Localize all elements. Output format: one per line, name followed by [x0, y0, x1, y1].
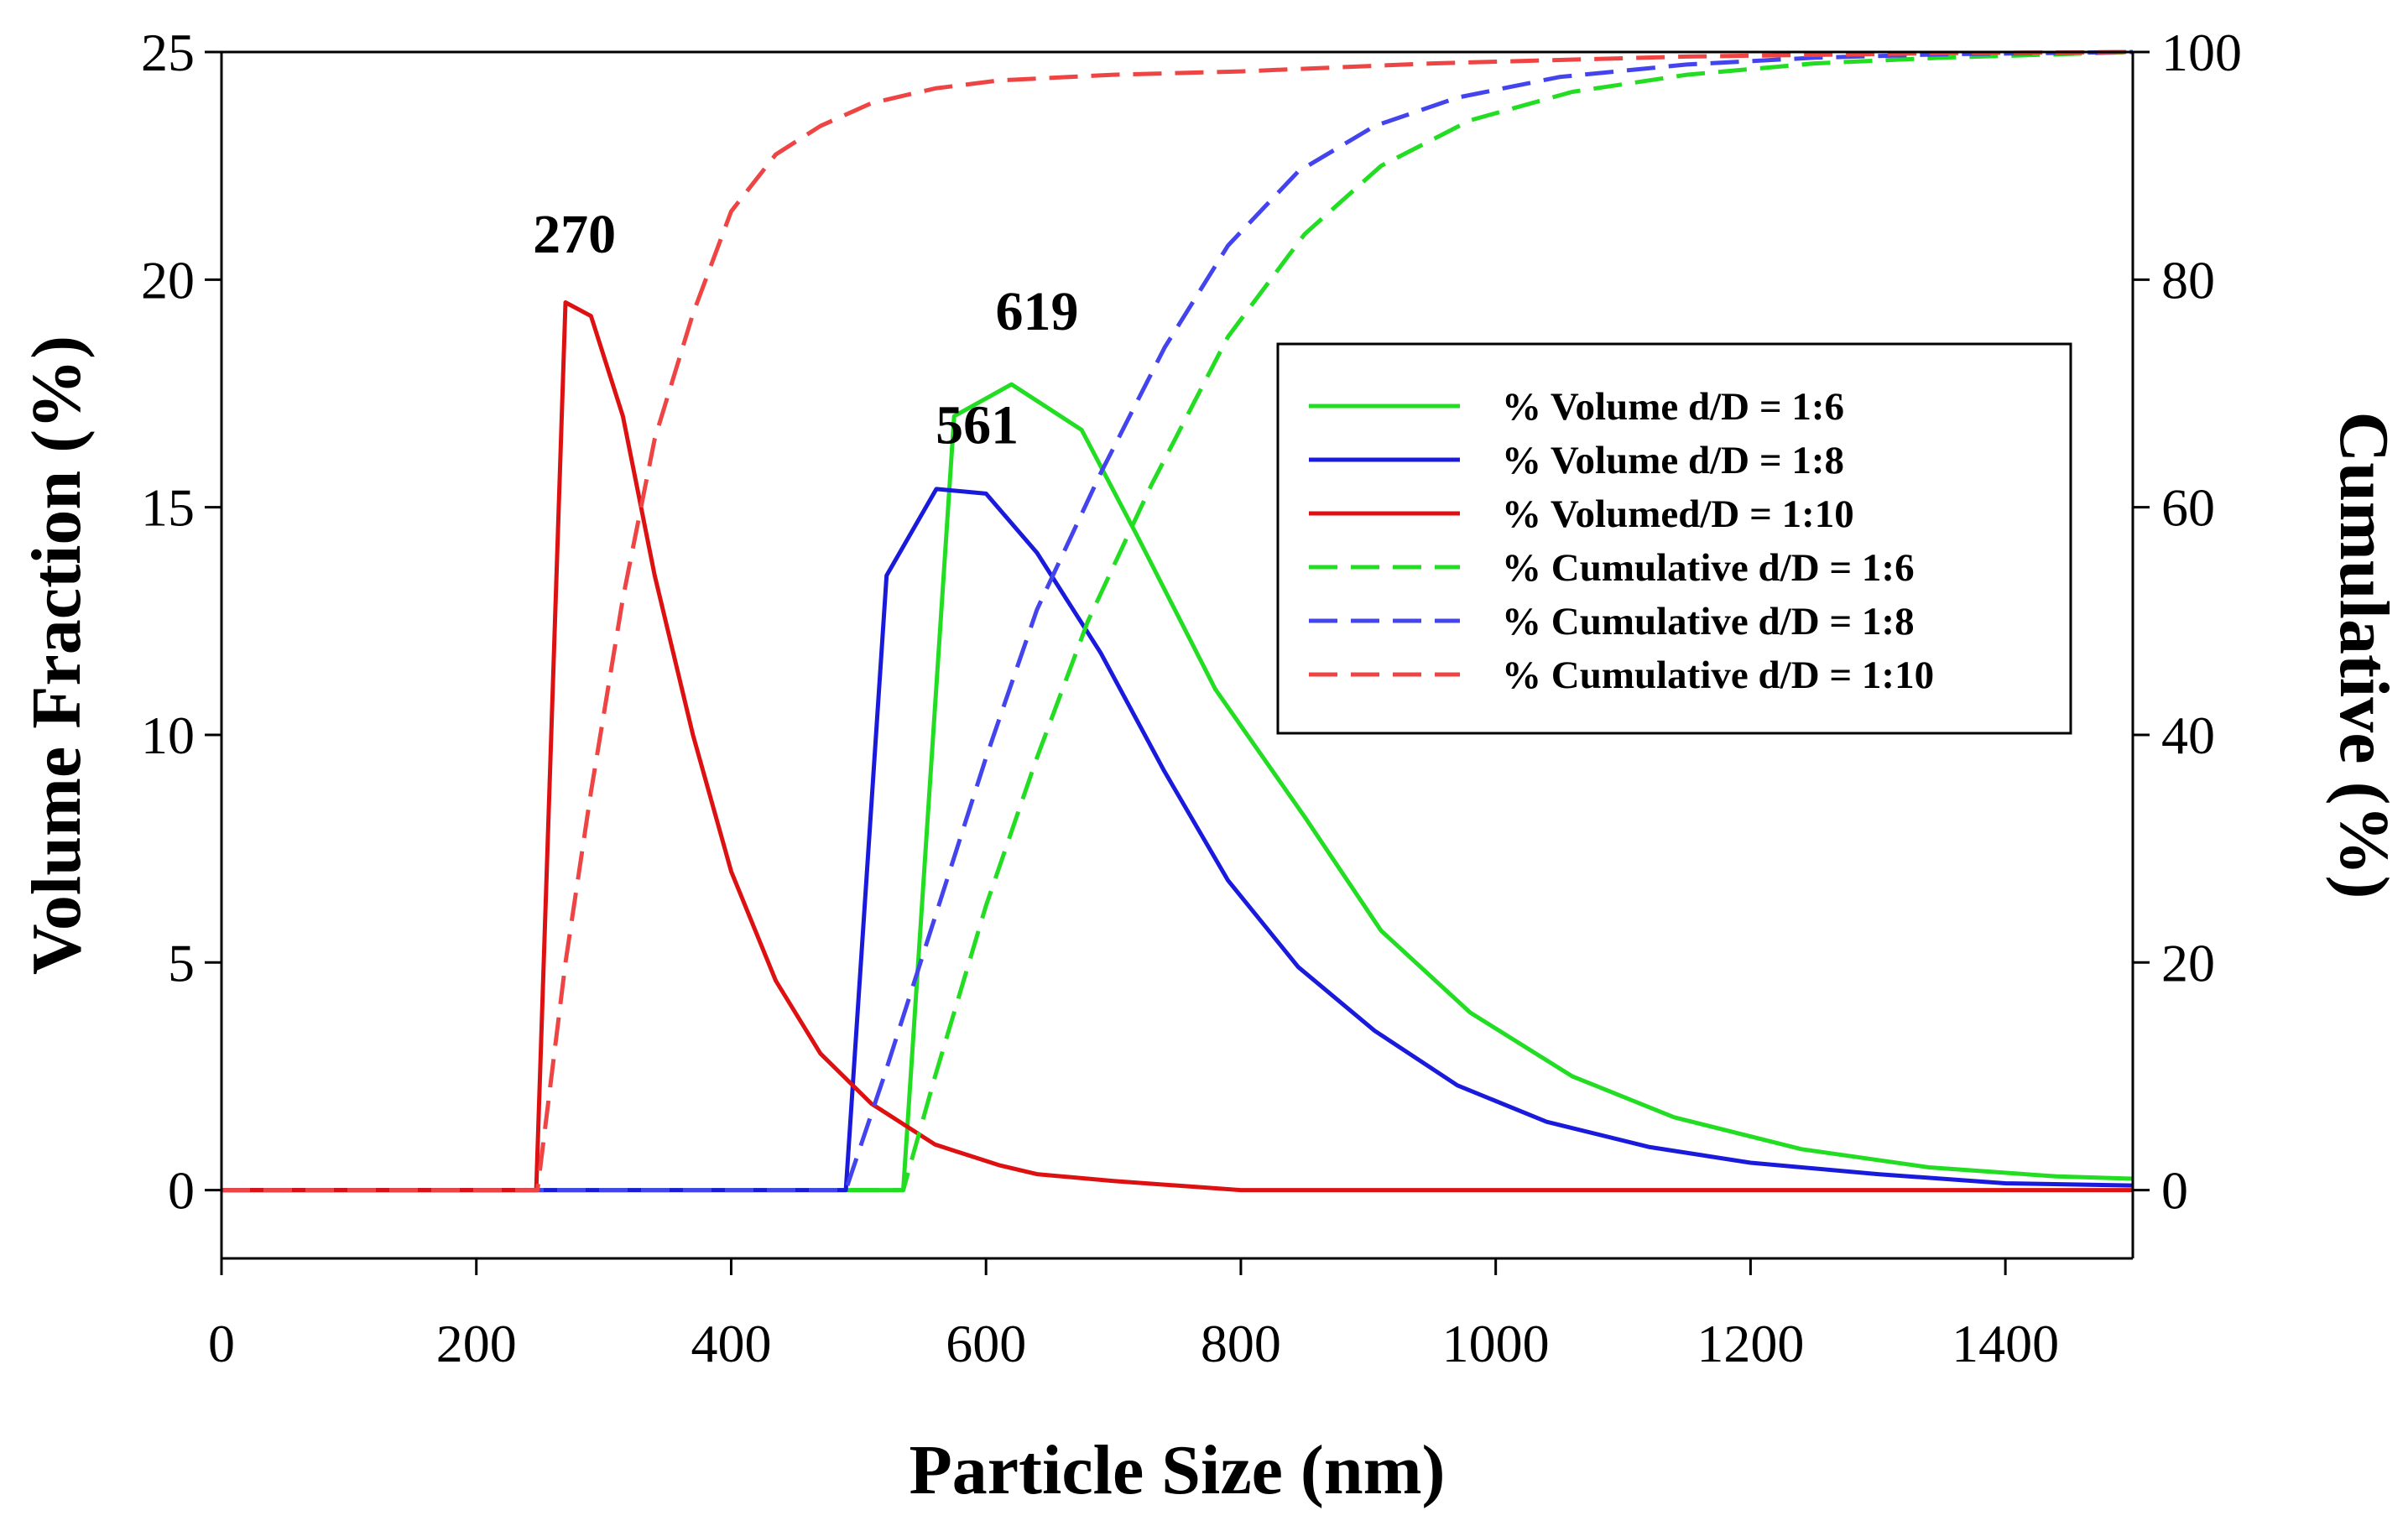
x-tick-label: 1000	[1442, 1314, 1550, 1373]
legend-items: % Volume d/D = 1:6 % Volume d/D = 1:8 % Vo…	[1309, 385, 1934, 697]
y-tick-label: 10	[141, 706, 195, 765]
legend-label-5: % Cumulative d/D = 1:8	[1502, 600, 1915, 643]
peak-label: 270	[533, 204, 616, 265]
peak-label: 561	[936, 395, 1019, 456]
y2-tick-label: 20	[2161, 933, 2215, 992]
x-tick-label: 1400	[1952, 1314, 2059, 1373]
y2-axis-title: Cumulative (%)	[2325, 412, 2403, 899]
x-tick-label: 600	[946, 1314, 1026, 1373]
x-tick-label: 0	[208, 1314, 235, 1373]
y-tick-label: 20	[141, 250, 195, 310]
y2-tick-label: 100	[2161, 23, 2242, 82]
series-line-1	[222, 382, 2134, 1193]
y-tick-label: 0	[168, 1161, 195, 1221]
y2-tick-label: 60	[2161, 478, 2215, 538]
x-axis-title: Particle Size (nm)	[909, 1431, 1445, 1509]
legend-label-4: % Cumulative d/D = 1:6	[1502, 546, 1915, 590]
legend-label-3: % Volumed/D = 1:10	[1502, 492, 1854, 536]
legend: % Volume d/D = 1:6 % Volume d/D = 1:8 % Vo…	[1276, 342, 2072, 735]
y-tick-label: 25	[141, 23, 195, 82]
y2-tick-label: 40	[2161, 706, 2215, 765]
y-tick-label: 15	[141, 478, 195, 538]
series-line-2	[222, 487, 2134, 1193]
legend-label-2: % Volume d/D = 1:8	[1502, 439, 1844, 482]
legend-box	[1276, 342, 2072, 735]
plot-frame	[220, 50, 2134, 1260]
series-line-6	[222, 49, 2134, 1193]
x-tick-label: 800	[1201, 1314, 1281, 1373]
series-layer	[222, 49, 2134, 1193]
ticks-layer: 0 200 400 600 800 1000 1200 1400 0 5 10 15 20 25 0 20 40…	[141, 23, 2242, 1373]
y-axis-title: Volume Fraction (%)	[18, 336, 96, 975]
series-line-3	[222, 300, 2133, 1193]
legend-label-1: % Volume d/D = 1:6	[1502, 385, 1844, 429]
y2-tick-label: 0	[2161, 1161, 2188, 1221]
legend-label-6: % Cumulative d/D = 1:10	[1502, 654, 1934, 697]
y2-tick-label: 80	[2161, 250, 2215, 310]
y-tick-label: 5	[168, 933, 195, 992]
annotation-layer: 270 561 619	[533, 204, 1078, 456]
x-tick-label: 200	[436, 1314, 517, 1373]
x-tick-label: 400	[691, 1314, 771, 1373]
series-line-4	[222, 49, 2134, 1193]
peak-label: 619	[995, 281, 1078, 342]
series-line-5	[222, 49, 2134, 1193]
x-tick-label: 1200	[1697, 1314, 1804, 1373]
